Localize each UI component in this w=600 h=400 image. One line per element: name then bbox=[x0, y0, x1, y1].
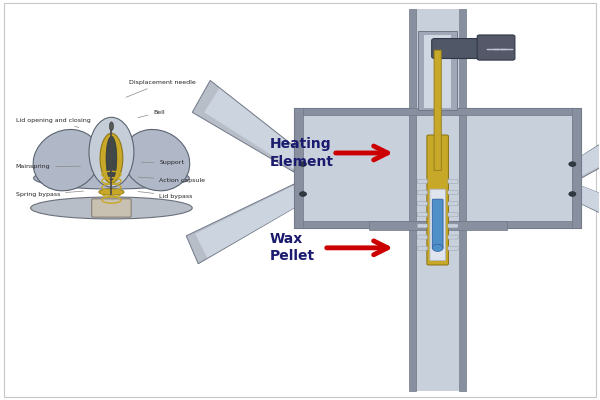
Text: Lid bypass: Lid bypass bbox=[138, 192, 193, 198]
Text: Lid opening and closing: Lid opening and closing bbox=[16, 118, 91, 128]
FancyBboxPatch shape bbox=[477, 35, 515, 60]
Polygon shape bbox=[581, 98, 600, 178]
FancyBboxPatch shape bbox=[448, 235, 458, 239]
Text: Displacement needle: Displacement needle bbox=[126, 80, 196, 97]
FancyBboxPatch shape bbox=[431, 38, 509, 58]
Ellipse shape bbox=[432, 244, 443, 252]
FancyBboxPatch shape bbox=[432, 199, 443, 249]
Ellipse shape bbox=[123, 130, 190, 191]
FancyBboxPatch shape bbox=[418, 202, 428, 206]
FancyBboxPatch shape bbox=[424, 34, 451, 108]
Text: Heating
Element: Heating Element bbox=[270, 137, 334, 169]
Circle shape bbox=[569, 162, 576, 166]
FancyBboxPatch shape bbox=[418, 30, 457, 110]
FancyBboxPatch shape bbox=[448, 213, 458, 217]
FancyBboxPatch shape bbox=[448, 224, 458, 228]
Circle shape bbox=[299, 162, 307, 166]
Ellipse shape bbox=[33, 130, 100, 191]
Text: Spring bypass: Spring bypass bbox=[16, 191, 83, 197]
FancyBboxPatch shape bbox=[418, 246, 428, 250]
FancyBboxPatch shape bbox=[92, 199, 131, 217]
FancyBboxPatch shape bbox=[418, 179, 428, 183]
Ellipse shape bbox=[89, 117, 134, 187]
Text: Wax
Pellet: Wax Pellet bbox=[270, 232, 315, 264]
Text: Bell: Bell bbox=[138, 110, 165, 118]
FancyBboxPatch shape bbox=[294, 221, 581, 228]
FancyBboxPatch shape bbox=[572, 108, 581, 228]
FancyBboxPatch shape bbox=[448, 179, 458, 183]
FancyBboxPatch shape bbox=[448, 202, 458, 206]
FancyBboxPatch shape bbox=[448, 190, 458, 194]
Circle shape bbox=[299, 192, 307, 196]
FancyBboxPatch shape bbox=[418, 190, 428, 194]
Polygon shape bbox=[580, 185, 600, 244]
Ellipse shape bbox=[34, 167, 189, 189]
FancyBboxPatch shape bbox=[369, 221, 506, 230]
Ellipse shape bbox=[99, 189, 124, 195]
Ellipse shape bbox=[100, 133, 123, 183]
FancyBboxPatch shape bbox=[416, 9, 459, 391]
FancyBboxPatch shape bbox=[418, 224, 428, 228]
FancyBboxPatch shape bbox=[409, 9, 416, 391]
FancyBboxPatch shape bbox=[294, 108, 303, 228]
Polygon shape bbox=[186, 184, 294, 264]
FancyBboxPatch shape bbox=[434, 50, 441, 170]
Polygon shape bbox=[192, 80, 294, 172]
FancyBboxPatch shape bbox=[427, 135, 448, 265]
Ellipse shape bbox=[106, 136, 117, 180]
Text: Action capsule: Action capsule bbox=[138, 177, 205, 182]
FancyBboxPatch shape bbox=[418, 235, 428, 239]
FancyBboxPatch shape bbox=[294, 108, 581, 228]
FancyBboxPatch shape bbox=[448, 246, 458, 250]
FancyBboxPatch shape bbox=[418, 213, 428, 217]
Polygon shape bbox=[580, 104, 600, 177]
FancyBboxPatch shape bbox=[430, 189, 445, 260]
Ellipse shape bbox=[109, 122, 113, 131]
Polygon shape bbox=[204, 88, 295, 170]
Polygon shape bbox=[581, 186, 600, 250]
Polygon shape bbox=[195, 185, 295, 258]
Circle shape bbox=[569, 192, 576, 196]
Ellipse shape bbox=[31, 197, 192, 219]
Text: Support: Support bbox=[141, 160, 184, 166]
FancyBboxPatch shape bbox=[459, 9, 466, 391]
Text: Mainspring: Mainspring bbox=[16, 164, 80, 170]
FancyBboxPatch shape bbox=[303, 114, 572, 222]
FancyBboxPatch shape bbox=[294, 108, 581, 116]
